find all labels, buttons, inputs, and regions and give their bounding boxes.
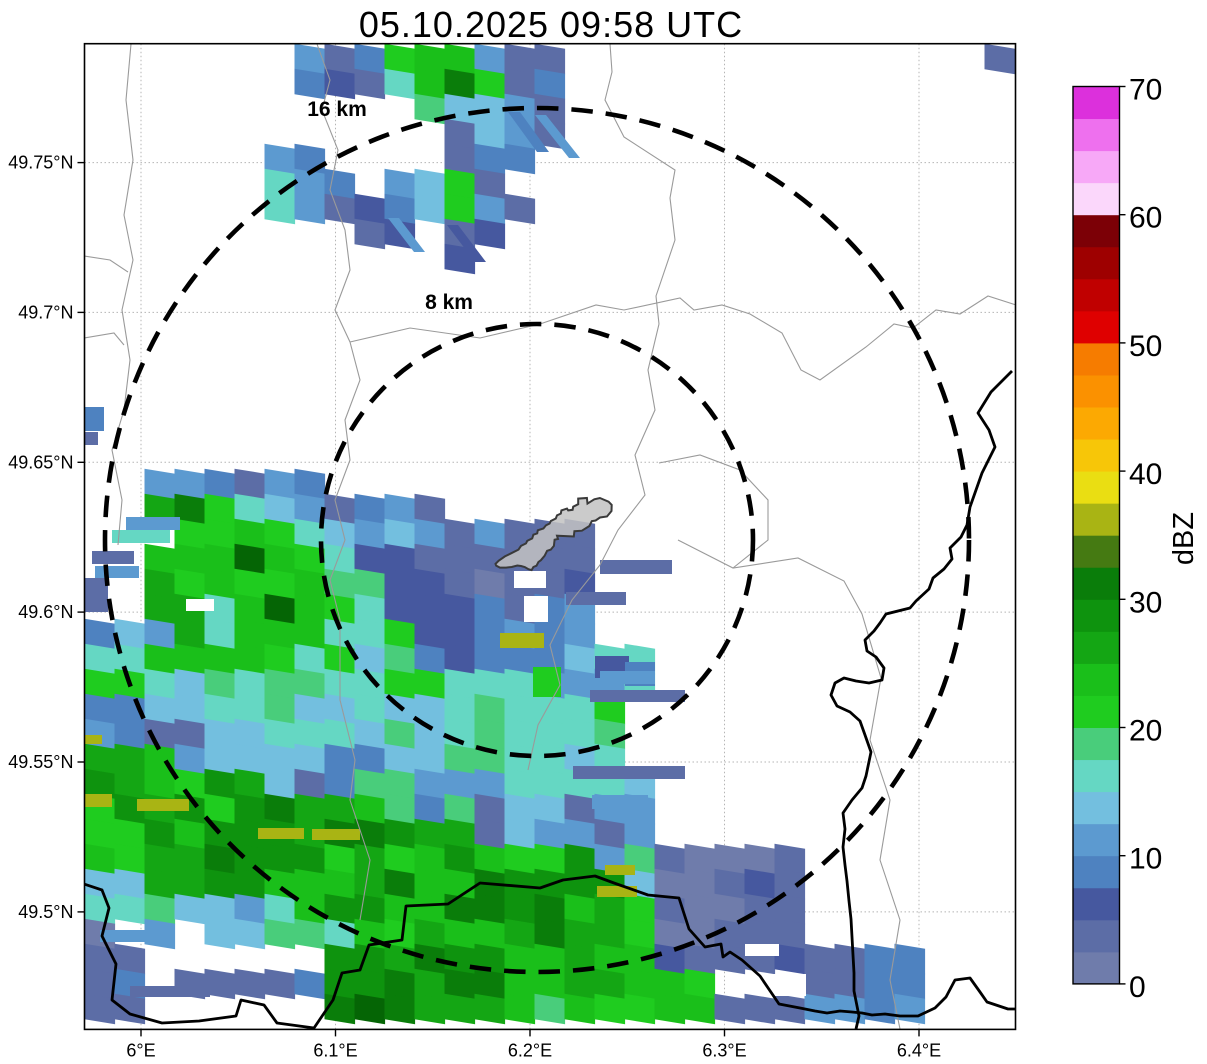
svg-text:0: 0 <box>1129 971 1146 1004</box>
svg-text:6.2°E: 6.2°E <box>508 1040 552 1060</box>
svg-text:49.7°N: 49.7°N <box>18 302 73 322</box>
svg-text:49.55°N: 49.55°N <box>8 752 73 772</box>
svg-text:6°E: 6°E <box>126 1040 155 1060</box>
svg-text:49.6°N: 49.6°N <box>18 602 73 622</box>
svg-text:49.75°N: 49.75°N <box>8 153 73 173</box>
svg-text:10: 10 <box>1129 843 1162 876</box>
svg-text:60: 60 <box>1129 202 1162 235</box>
svg-text:40: 40 <box>1129 458 1162 491</box>
svg-text:16 km: 16 km <box>307 98 367 121</box>
svg-text:05.10.2025 09:58 UTC: 05.10.2025 09:58 UTC <box>359 4 743 45</box>
svg-text:6.4°E: 6.4°E <box>897 1040 941 1060</box>
svg-text:20: 20 <box>1129 715 1162 748</box>
svg-text:70: 70 <box>1129 74 1162 107</box>
svg-text:6.1°E: 6.1°E <box>313 1040 357 1060</box>
svg-text:6.3°E: 6.3°E <box>702 1040 746 1060</box>
svg-text:50: 50 <box>1129 330 1162 363</box>
svg-text:30: 30 <box>1129 586 1162 619</box>
svg-text:49.5°N: 49.5°N <box>18 902 73 922</box>
svg-text:49.65°N: 49.65°N <box>8 452 73 472</box>
svg-text:dBZ: dBZ <box>1168 512 1200 565</box>
svg-text:8 km: 8 km <box>425 291 473 314</box>
